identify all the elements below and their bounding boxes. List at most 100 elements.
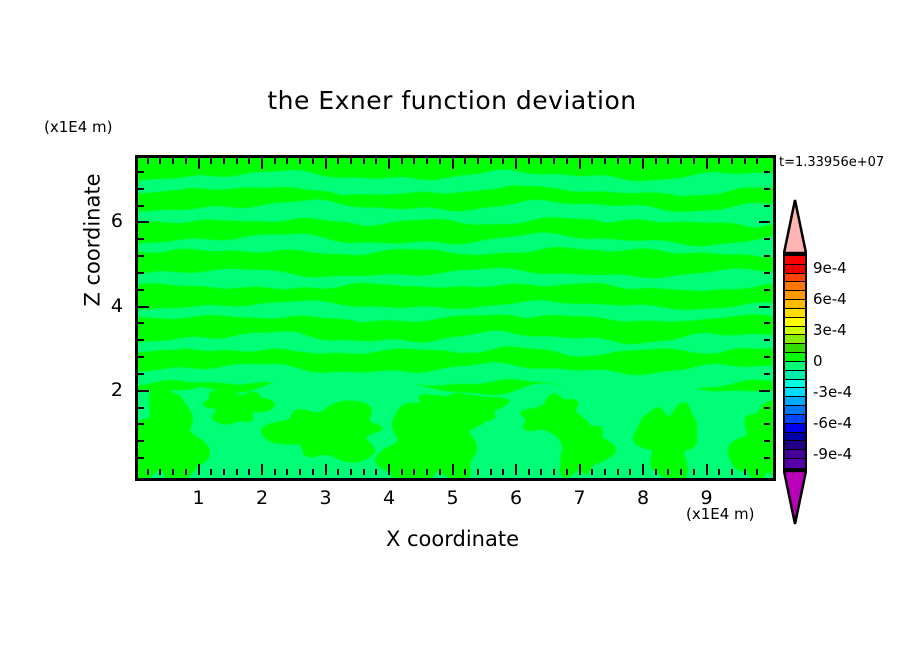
x-minor-tick-bottom xyxy=(527,469,530,475)
x-minor-tick-top xyxy=(527,158,530,164)
colorbar-band xyxy=(785,441,805,451)
y-minor-tick-left xyxy=(138,288,144,291)
x-minor-tick-bottom xyxy=(248,469,251,475)
x-minor-tick-top xyxy=(184,158,187,164)
x-minor-tick-top xyxy=(426,158,429,164)
x-minor-tick-top xyxy=(159,158,162,164)
x-minor-tick-bottom xyxy=(743,469,746,475)
vertical-unit-label: (x1E4 m) xyxy=(44,118,113,136)
x-minor-tick-bottom xyxy=(438,469,441,475)
contour-plot-area[interactable] xyxy=(135,155,776,481)
y-minor-tick-left xyxy=(138,457,144,460)
x-major-tick-top xyxy=(388,158,390,169)
colorbar-band xyxy=(785,414,805,424)
colorbar-band xyxy=(785,397,805,407)
colorbar-tick-label: 0 xyxy=(813,352,823,370)
y-minor-tick-right xyxy=(764,406,770,409)
x-minor-tick-top xyxy=(502,158,505,164)
x-minor-tick-bottom xyxy=(362,469,365,475)
x-minor-tick-bottom xyxy=(375,469,378,475)
y-minor-tick-right xyxy=(764,204,770,207)
colorbar-band xyxy=(785,432,805,442)
x-minor-tick-top xyxy=(553,158,556,164)
contour-field-canvas xyxy=(138,158,773,478)
y-major-tick-right xyxy=(759,221,770,224)
x-minor-tick-bottom xyxy=(311,469,314,475)
colorbar-over-arrow-icon xyxy=(783,199,807,254)
y-minor-tick-left xyxy=(138,356,144,359)
x-minor-tick-top xyxy=(591,158,594,164)
x-major-tick-bottom xyxy=(324,464,327,475)
colorbar-band xyxy=(785,388,805,398)
x-minor-tick-bottom xyxy=(222,469,225,475)
x-minor-tick-bottom xyxy=(349,469,352,475)
x-minor-tick-bottom xyxy=(565,469,568,475)
colorbar-band xyxy=(785,282,805,292)
x-minor-tick-bottom xyxy=(591,469,594,475)
x-major-tick-bottom xyxy=(197,464,200,475)
x-major-tick-bottom xyxy=(261,464,263,475)
y-tick-label: 2 xyxy=(110,378,123,401)
x-minor-tick-bottom xyxy=(718,469,721,475)
colorbar-band xyxy=(785,256,805,265)
x-minor-tick-top xyxy=(349,158,352,164)
y-minor-tick-right xyxy=(764,288,770,291)
x-tick-label: 8 xyxy=(636,487,650,509)
x-minor-tick-top xyxy=(248,158,251,164)
x-minor-tick-bottom xyxy=(400,469,403,475)
y-minor-tick-right xyxy=(764,423,770,426)
x-minor-tick-bottom xyxy=(616,469,619,475)
x-minor-tick-bottom xyxy=(502,469,505,475)
colorbar-band xyxy=(785,264,805,274)
x-minor-tick-bottom xyxy=(172,469,175,475)
x-minor-tick-top xyxy=(489,158,492,164)
x-minor-tick-top xyxy=(616,158,619,164)
x-major-tick-top xyxy=(324,158,327,169)
x-tick-label: 5 xyxy=(446,487,459,509)
colorbar-tick-label: -3e-4 xyxy=(813,382,853,401)
y-minor-tick-left xyxy=(138,187,144,190)
x-minor-tick-bottom xyxy=(603,469,606,475)
x-minor-tick-bottom xyxy=(159,469,162,475)
x-minor-tick-bottom xyxy=(667,469,670,475)
x-tick-label: 6 xyxy=(509,487,523,509)
y-minor-tick-left xyxy=(138,271,144,274)
y-minor-tick-left xyxy=(138,339,144,342)
x-tick-label: 9 xyxy=(700,487,713,509)
x-major-tick-bottom xyxy=(578,464,581,475)
y-major-tick-left xyxy=(138,305,149,308)
x-major-tick-bottom xyxy=(515,464,517,475)
colorbar-band xyxy=(785,317,805,327)
y-minor-tick-left xyxy=(138,238,144,241)
x-minor-tick-bottom xyxy=(553,469,556,475)
colorbar-tick-label: -6e-4 xyxy=(813,413,853,432)
x-minor-tick-bottom xyxy=(146,469,149,475)
x-minor-tick-top xyxy=(692,158,695,164)
x-minor-tick-top xyxy=(565,158,568,164)
colorbar[interactable]: 9e-4 6e-4 3e-4 0 -3e-4 -6e-4 -9e-4 xyxy=(783,199,852,525)
y-minor-tick-left xyxy=(138,322,144,325)
x-minor-tick-top xyxy=(680,158,683,164)
x-minor-tick-bottom xyxy=(337,469,340,475)
y-major-tick-left xyxy=(138,221,149,224)
x-minor-tick-top xyxy=(413,158,416,164)
colorbar-band xyxy=(785,344,805,354)
x-minor-tick-top xyxy=(146,158,149,164)
x-minor-tick-bottom xyxy=(654,469,657,475)
x-major-tick-bottom xyxy=(451,464,454,475)
x-minor-tick-bottom xyxy=(489,469,492,475)
y-minor-tick-right xyxy=(764,457,770,460)
x-minor-tick-top xyxy=(718,158,721,164)
x-minor-tick-top xyxy=(210,158,213,164)
colorbar-band xyxy=(785,335,805,345)
colorbar-tick-label: 9e-4 xyxy=(813,259,847,278)
x-tick-label: 4 xyxy=(382,487,396,509)
y-minor-tick-left xyxy=(138,423,144,426)
x-minor-tick-bottom xyxy=(680,469,683,475)
x-minor-tick-top xyxy=(730,158,733,164)
y-major-tick-right xyxy=(759,389,770,392)
x-minor-tick-top xyxy=(299,158,302,164)
y-minor-tick-left xyxy=(138,440,144,443)
y-major-tick-left xyxy=(138,389,149,392)
y-tick-label: 6 xyxy=(110,210,123,233)
